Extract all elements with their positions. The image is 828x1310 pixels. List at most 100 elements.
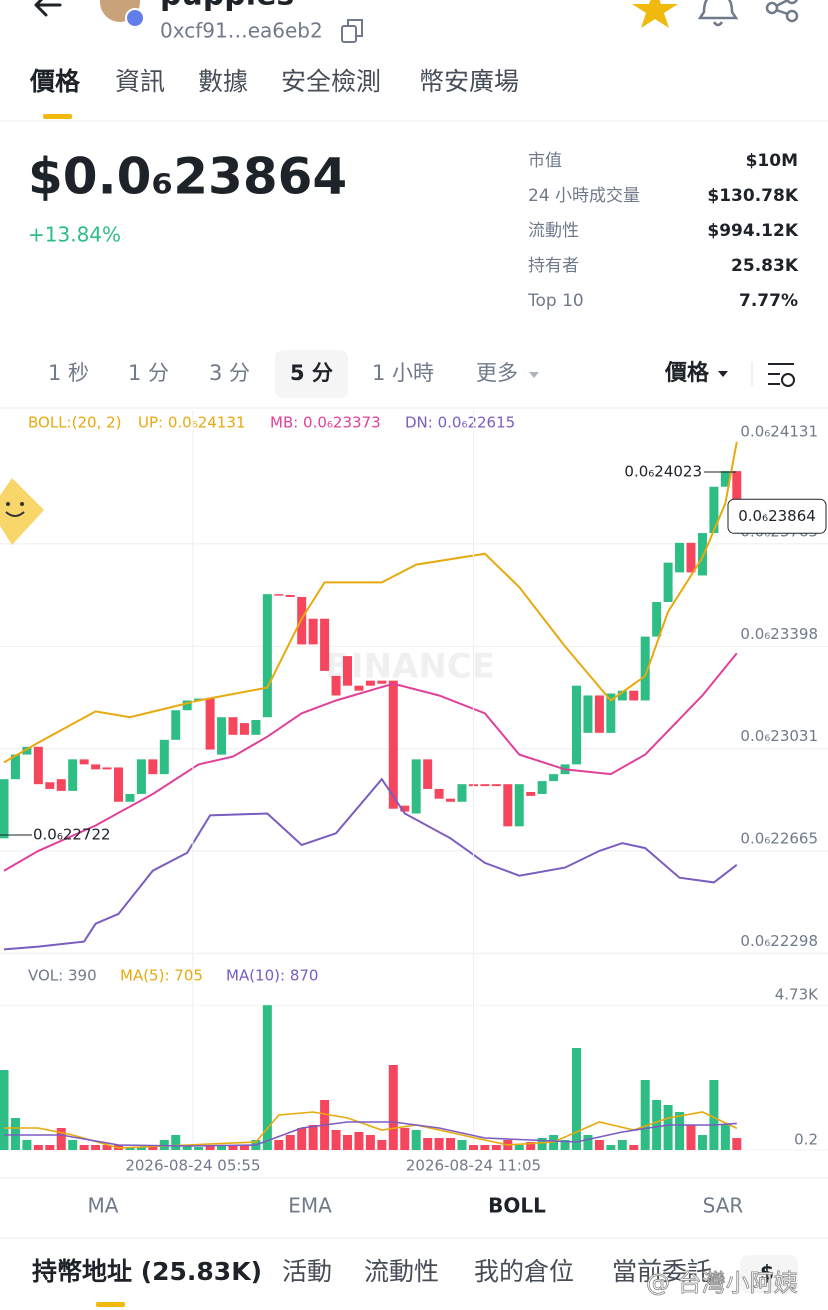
volume-bar	[148, 1145, 158, 1150]
candle-body	[251, 720, 261, 735]
stat-label: Top 10	[527, 291, 584, 311]
candle-body	[388, 680, 398, 809]
candle-body	[583, 695, 593, 733]
volume-bar	[297, 1127, 307, 1150]
favorite-star[interactable]	[632, 0, 678, 28]
interval-tab[interactable]: 1 秒	[48, 361, 89, 385]
bottom-tab[interactable]: 活動	[282, 1257, 332, 1286]
stat-label: 持有者	[528, 256, 579, 276]
main-tabs: 價格 資訊 數據 安全檢測 幣安廣場	[29, 67, 519, 96]
candle-body	[239, 723, 249, 735]
volume-bar	[102, 1145, 112, 1150]
main-tab[interactable]: 幣安廣場	[419, 67, 519, 96]
interval-tab[interactable]: 更多	[476, 361, 518, 385]
volume-bar	[239, 1145, 249, 1150]
volume-bar	[33, 1145, 43, 1150]
candle-body	[205, 698, 215, 750]
main-tab[interactable]: 資訊	[115, 67, 165, 96]
candle-body	[594, 695, 604, 733]
volume-bar	[10, 1118, 20, 1150]
y-tick-label: 0.2	[794, 1130, 818, 1148]
volume-bar	[606, 1145, 616, 1150]
candle-body	[526, 791, 536, 796]
volume-bar	[274, 1139, 284, 1150]
volume-bar	[91, 1145, 101, 1150]
candle-body	[114, 767, 123, 802]
indicator-tab[interactable]: EMA	[288, 1194, 332, 1218]
candle-body	[617, 690, 627, 701]
main-tab[interactable]: 數據	[198, 67, 248, 96]
volume-bar	[68, 1139, 78, 1150]
x-tick-label: 2026-08-24 11:05	[406, 1157, 541, 1175]
bottom-tab[interactable]: 當前委託	[612, 1257, 712, 1286]
currency-button[interactable]	[740, 1255, 798, 1293]
candle-body	[0, 779, 9, 839]
price-menu[interactable]: 價格	[664, 360, 710, 386]
volume-bar	[125, 1147, 135, 1150]
volume-bar	[686, 1124, 696, 1150]
volume-bar	[423, 1138, 433, 1150]
volume-bar	[629, 1145, 639, 1150]
tab-indicator	[43, 114, 72, 119]
candle-body	[423, 759, 433, 789]
candle-body	[491, 784, 501, 787]
candle-body	[125, 793, 135, 802]
volume-bar	[560, 1139, 570, 1150]
stats: 市值 $10M 24 小時成交量 $130.78K 流動性 $994.12K 持有者 25.8…	[527, 151, 799, 311]
interval-tab[interactable]: 5 分	[290, 361, 333, 385]
volume-bar	[617, 1139, 627, 1150]
interval-tab[interactable]: 1 小時	[372, 361, 434, 385]
x-tick-label: 2026-08-24 05:55	[125, 1157, 260, 1175]
volume-bar	[79, 1145, 89, 1150]
legend-item: DN: 0.0₆22615	[405, 414, 515, 432]
volume-bar	[136, 1147, 146, 1150]
stat-value: 25.83K	[731, 256, 799, 276]
volume-bar	[572, 1048, 581, 1150]
candle-body	[33, 746, 43, 785]
volume-bar	[217, 1145, 227, 1150]
candle-body	[159, 739, 169, 775]
volume-bar	[640, 1079, 650, 1150]
y-tick-label: 4.73K	[775, 986, 819, 1004]
back-button[interactable]	[34, 0, 62, 17]
copy-button[interactable]	[341, 19, 363, 43]
candle-body	[629, 690, 639, 701]
volume-bar	[182, 1145, 192, 1150]
indicator-tab[interactable]: MA	[88, 1194, 119, 1218]
indicator-tab[interactable]: BOLL	[488, 1194, 546, 1218]
candle-body	[68, 759, 78, 791]
volume-bar	[663, 1105, 673, 1150]
volume-bar	[720, 1124, 730, 1150]
main-tab[interactable]: 價格	[29, 67, 81, 96]
bottom-tab[interactable]: 流動性	[364, 1257, 439, 1286]
legend-title: VOL: 390	[28, 967, 97, 985]
price-change: +13.84%	[28, 223, 121, 247]
volume-bar	[0, 1070, 9, 1150]
volume-bar	[583, 1135, 593, 1150]
chart-settings[interactable]	[768, 363, 795, 387]
candle-body	[503, 784, 513, 827]
volume-bar	[285, 1135, 295, 1150]
indicator-tab[interactable]: SAR	[703, 1194, 744, 1218]
stat-label: 24 小時成交量	[528, 186, 640, 206]
alert-bell[interactable]	[697, 0, 739, 27]
candle-body	[446, 798, 456, 802]
volume-bar	[377, 1139, 387, 1150]
candle-body	[56, 779, 66, 791]
volume-bar	[354, 1132, 364, 1150]
price: $0.0₆23864	[28, 148, 347, 206]
bottom-tab[interactable]: 持幣地址 (25.83K)	[32, 1257, 262, 1286]
y-tick-label: 0.0₆22665	[740, 829, 818, 847]
candle-body	[331, 675, 341, 696]
interval-tab[interactable]: 3 分	[209, 361, 250, 385]
bottom-tab[interactable]: 我的倉位	[474, 1257, 574, 1286]
main-tab[interactable]: 安全檢測	[281, 67, 381, 96]
candle-body	[285, 595, 295, 597]
legend-item: MA(5): 705	[120, 967, 203, 985]
interval-tab[interactable]: 1 分	[128, 361, 169, 385]
share-button[interactable]	[765, 0, 799, 23]
high-label: 0.0₆24023	[624, 462, 702, 480]
candle-body	[652, 601, 662, 637]
